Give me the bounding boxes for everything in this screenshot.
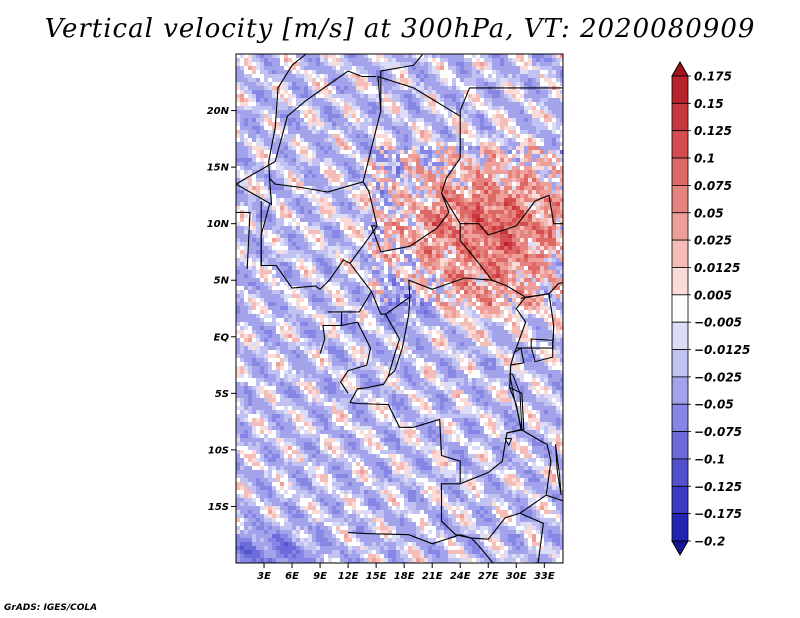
colorbar-swatch bbox=[671, 376, 689, 405]
colorbar-label: 0.1 bbox=[694, 152, 715, 166]
colorbar-label: −0.175 bbox=[694, 507, 742, 521]
colorbar-swatch bbox=[671, 212, 689, 241]
lon-tick-label: 9E bbox=[313, 571, 327, 582]
colorbar-label: 0.05 bbox=[694, 206, 724, 220]
colorbar-swatch bbox=[671, 485, 689, 515]
chart-title: Vertical velocity [m/s] at 300hPa, VT: 2… bbox=[44, 14, 756, 44]
lat-tick-label: 20N bbox=[207, 106, 230, 117]
latitude-axis: 20N 15N 10N 5N EQ 5S 10S 15S bbox=[207, 106, 236, 513]
colorbar-swatch bbox=[671, 75, 689, 104]
colorbar-top-triangle bbox=[671, 60, 689, 77]
colorbar: 0.175 0.15 0.125 0.1 0.075 0.05 0.025 0.0125 0.0… bbox=[671, 60, 750, 557]
colorbar-label: 0.15 bbox=[694, 97, 724, 111]
lat-tick-label: 5S bbox=[215, 389, 229, 400]
colorbar-swatch bbox=[671, 239, 689, 268]
colorbar-bottom-triangle bbox=[671, 540, 689, 557]
colorbar-swatch bbox=[671, 513, 689, 542]
colorbar-label: 0.025 bbox=[694, 234, 732, 248]
colorbar-label: 0.125 bbox=[694, 124, 732, 138]
colorbar-label: −0.0125 bbox=[694, 343, 750, 357]
lon-tick-label: 12E bbox=[338, 571, 359, 582]
lat-tick-label: 15N bbox=[207, 163, 230, 174]
colorbar-label: 0.175 bbox=[694, 70, 732, 84]
country-borders bbox=[236, 54, 563, 563]
colorbar-label: −0.005 bbox=[694, 316, 742, 330]
colorbar-label: 0.0125 bbox=[694, 261, 740, 275]
lat-tick-label: EQ bbox=[214, 332, 230, 343]
colorbar-swatch bbox=[671, 403, 689, 432]
lon-tick-label: 30E bbox=[506, 571, 527, 582]
lon-tick-label: 21E bbox=[422, 571, 443, 582]
lat-tick-label: 10S bbox=[208, 445, 229, 456]
colorbar-swatch bbox=[671, 157, 689, 186]
colorbar-label: −0.05 bbox=[694, 398, 734, 412]
colorbar-swatch bbox=[671, 102, 689, 132]
colorbar-swatch bbox=[671, 294, 689, 323]
colorbar-swatch bbox=[671, 185, 689, 214]
colorbar-label: 0.075 bbox=[694, 179, 732, 193]
colorbar-label: −0.1 bbox=[694, 452, 725, 466]
colorbar-label: −0.2 bbox=[694, 535, 725, 549]
colorbar-swatch bbox=[671, 349, 689, 378]
colorbar-label: −0.025 bbox=[694, 370, 742, 384]
grads-credit: GrADS: IGES/COLA bbox=[4, 603, 98, 613]
lon-tick-label: 15E bbox=[366, 571, 387, 582]
colorbar-swatch bbox=[671, 458, 689, 487]
colorbar-swatch bbox=[671, 130, 689, 159]
lat-tick-label: 5N bbox=[214, 276, 230, 287]
colorbar-swatch bbox=[671, 321, 689, 350]
colorbar-swatch bbox=[671, 431, 689, 460]
lat-tick-label: 10N bbox=[207, 219, 230, 230]
lon-tick-label: 24E bbox=[450, 571, 471, 582]
lat-tick-label: 15S bbox=[208, 502, 229, 513]
colorbar-label: −0.075 bbox=[694, 425, 742, 439]
lon-tick-label: 27E bbox=[478, 571, 499, 582]
lon-tick-label: 3E bbox=[257, 571, 271, 582]
colorbar-label: 0.005 bbox=[694, 288, 732, 302]
lon-tick-label: 6E bbox=[285, 571, 299, 582]
colorbar-label: −0.125 bbox=[694, 480, 742, 494]
lon-tick-label: 18E bbox=[394, 571, 415, 582]
map-frame bbox=[235, 53, 564, 564]
velocity-field bbox=[236, 54, 563, 563]
longitude-axis: 3E 6E 9E 12E 15E 18E 21E 24E 27E 30E 33E bbox=[257, 563, 555, 582]
colorbar-swatch bbox=[671, 267, 689, 296]
lon-tick-label: 33E bbox=[534, 571, 555, 582]
